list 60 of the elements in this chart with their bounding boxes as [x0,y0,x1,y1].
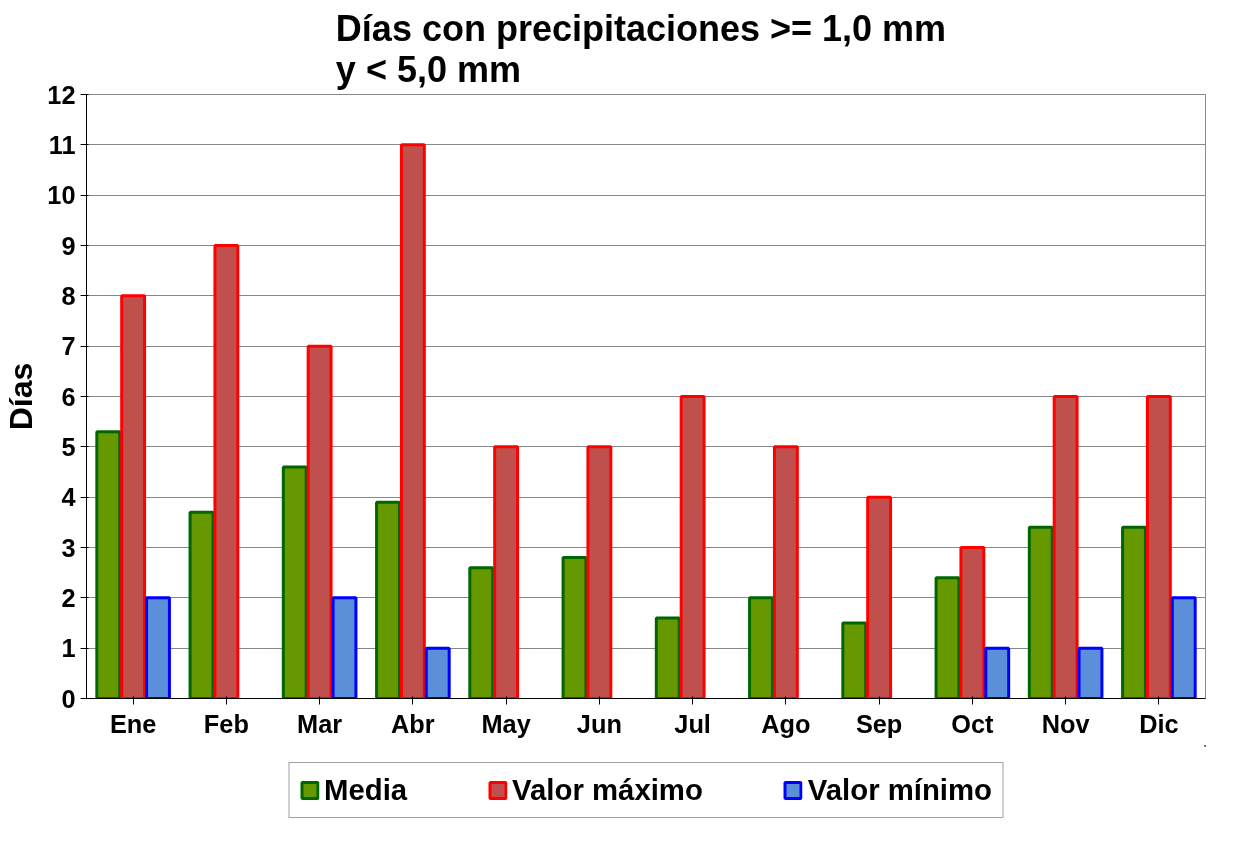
x-tick-label: Ago [761,709,811,738]
x-tick-label: Mar [297,709,343,738]
bar [213,244,240,699]
x-tick-label: Jun [576,709,622,738]
x-tick-label: Dic [1139,709,1179,738]
bar [1121,525,1147,699]
bar [1027,525,1054,699]
y-tick-label: 11 [48,130,76,159]
y-tick-label: 4 [61,483,76,512]
y-tick-label: 2 [61,583,76,612]
bar [281,465,308,699]
bar [493,445,520,699]
bar [586,445,613,699]
bar [934,576,961,699]
bar [959,546,986,699]
y-tick-label: 7 [61,332,76,361]
bar [95,430,122,699]
y-tick-label: 9 [61,231,76,260]
bar [331,596,358,699]
legend-label: Valor mínimo [807,773,993,807]
x-tick-label: Ene [109,709,157,738]
chart-title: Días con precipitaciones >= 1,0 mm y < 5,0 mm [335,7,947,90]
y-tick-label: 8 [61,281,76,310]
y-tick-label: 6 [61,382,76,411]
bar [120,294,147,699]
x-tick-label: Nov [1041,709,1090,738]
x-tick-label: May [481,709,531,738]
bar [1052,395,1079,699]
x-tick-label: Oct [951,709,995,738]
bar [1077,646,1104,699]
legend-label: Valor máximo [512,773,703,807]
y-axis-title: Días [3,362,40,431]
bar [654,616,681,699]
bar [188,510,215,699]
x-tick-label: Feb [203,709,249,738]
y-tick-label: 0 [61,684,76,713]
bar [841,621,868,699]
bar [1170,596,1197,699]
bar [468,566,495,699]
bar [679,395,706,699]
y-tick-label: 3 [61,533,76,562]
bar [375,500,401,699]
bar [145,596,171,699]
bar [772,445,799,699]
legend-label: Media [323,773,408,807]
x-tick-label: Jul [674,709,711,738]
bar [866,495,893,699]
x-tick-label: Abr [391,709,435,738]
bar [1145,395,1172,699]
y-tick-label: 12 [47,80,76,109]
bar [984,646,1011,699]
bar [748,596,774,699]
x-tick-label: Sep [855,709,903,738]
bar [306,344,333,699]
bar [424,646,451,699]
y-tick-label: 1 [61,634,76,663]
y-tick-label: 10 [47,181,76,210]
bar [399,143,426,699]
y-tick-label: 5 [61,432,76,461]
bar [561,556,588,699]
